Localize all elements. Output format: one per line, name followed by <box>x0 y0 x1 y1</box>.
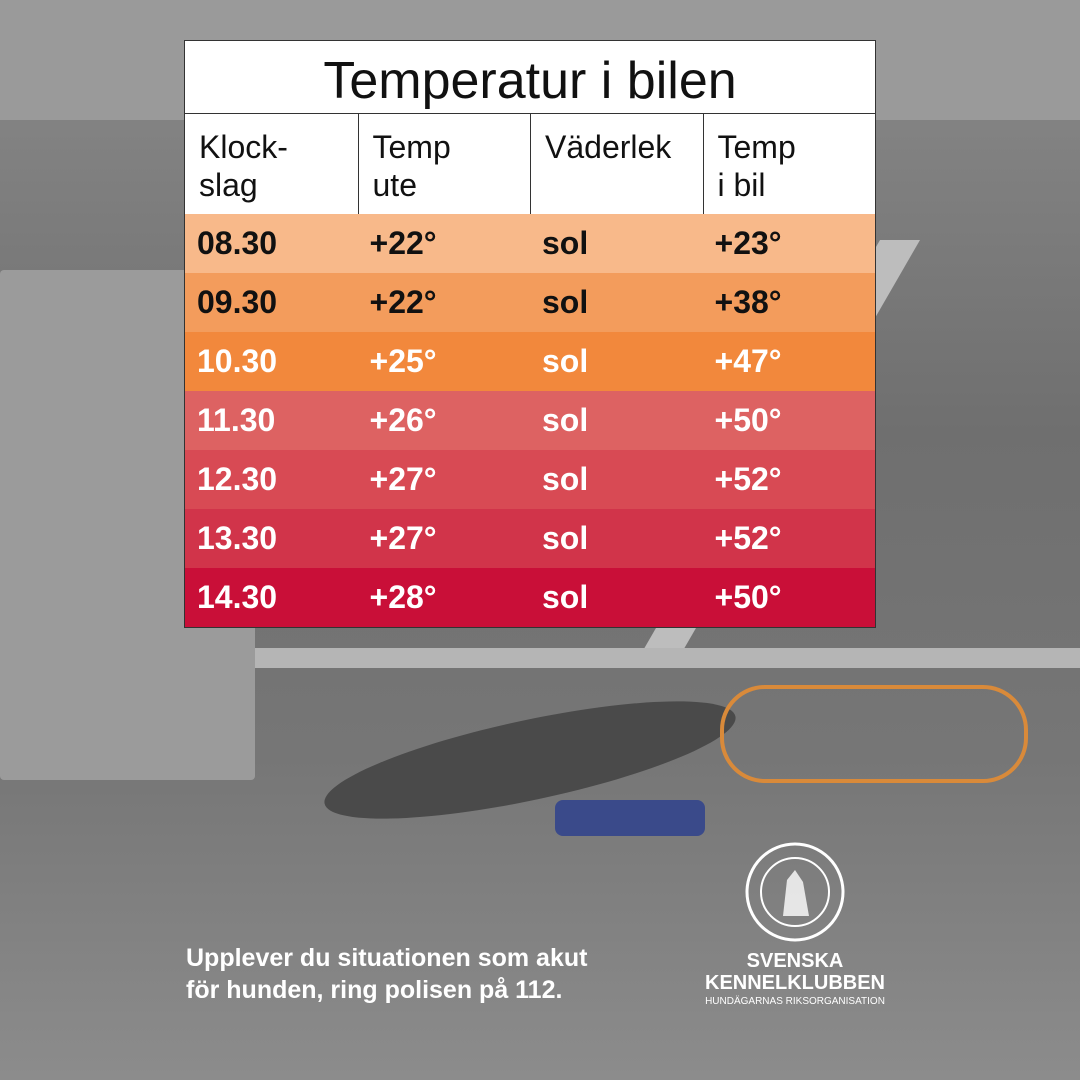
leash <box>720 685 1028 783</box>
table-row: 14.30 +28° sol +50° <box>185 568 875 627</box>
table-row: 13.30 +27° sol +52° <box>185 509 875 568</box>
table-row: 09.30 +22° sol +38° <box>185 273 875 332</box>
table-cell: sol <box>542 579 589 615</box>
table-cell: sol <box>542 225 589 261</box>
table-cell: 09.30 <box>197 284 278 320</box>
table-cell: sol <box>542 461 589 497</box>
logo-text: KENNELKLUBBEN <box>705 972 885 994</box>
table-cell: +25° <box>369 343 437 379</box>
table-cell: sol <box>542 520 589 556</box>
table-cell: +47° <box>714 343 782 379</box>
temperature-table: Temperatur i bilen Klock-slag Temp ute Väde… <box>184 40 876 628</box>
table-title: Temperatur i bilen <box>185 41 875 114</box>
header-line: slag <box>199 167 258 203</box>
table-cell: +22° <box>369 284 437 320</box>
table-cell: 12.30 <box>197 461 278 497</box>
table-cell: +27° <box>369 520 437 556</box>
header-row: Klock-slag Temp ute Väderlek Temp i bil <box>185 114 875 214</box>
table-cell: +27° <box>369 461 437 497</box>
table-cell: sol <box>542 284 589 320</box>
table-row: 11.30 +26° sol +50° <box>185 391 875 450</box>
table-cell: +50° <box>714 402 782 438</box>
table-cell: +23° <box>714 225 782 261</box>
header-cell: Väderlek <box>530 114 703 214</box>
header-line: Temp <box>717 129 796 165</box>
header-cell: Temp i bil <box>702 114 876 214</box>
table-cell: 13.30 <box>197 520 278 556</box>
table-cell: +50° <box>714 579 782 615</box>
footer-line: för hunden, ring polisen på 112. <box>186 976 563 1004</box>
logo-text: SVENSKA <box>746 950 844 972</box>
logo-text: HUNDÄGARNAS RIKSORGANISATION <box>705 996 885 1007</box>
table-body: 08.30 +22° sol +23° 09.30 +22° sol +38° 10.30 +25… <box>185 214 875 627</box>
header-cell: Temp ute <box>357 114 531 214</box>
table-cell: +52° <box>714 461 782 497</box>
table-row: 08.30 +22° sol +23° <box>185 214 875 273</box>
table-row: 12.30 +27° sol +52° <box>185 450 875 509</box>
dog-collar <box>555 800 705 836</box>
logo: SVENSKA KENNELKLUBBEN HUNDÄGARNAS RIKSORGA… <box>700 840 890 1010</box>
table-cell: +28° <box>369 579 437 615</box>
header-line: Väderlek <box>545 129 672 165</box>
logo-seal <box>745 842 845 942</box>
table-cell: 08.30 <box>197 225 278 261</box>
table-cell: +22° <box>369 225 437 261</box>
footer-text: Upplever du situationen som akut för hund… <box>186 942 587 1006</box>
header-cell: Klock-slag <box>185 114 358 214</box>
header-line: Temp <box>372 129 451 165</box>
table-cell: +38° <box>714 284 782 320</box>
table-cell: +52° <box>714 520 782 556</box>
header-line: Klock- <box>199 129 288 165</box>
table-cell: +26° <box>369 402 437 438</box>
road-line <box>250 648 1080 668</box>
table-cell: 14.30 <box>197 579 278 615</box>
table-cell: sol <box>542 402 589 438</box>
table-cell: 10.30 <box>197 343 278 379</box>
footer-line: Upplever du situationen som akut <box>186 944 588 972</box>
table-row: 10.30 +25° sol +47° <box>185 332 875 391</box>
header-line: ute <box>372 167 417 203</box>
table-cell: sol <box>542 343 589 379</box>
header-line: i bil <box>717 167 766 203</box>
table-cell: 11.30 <box>197 402 276 438</box>
